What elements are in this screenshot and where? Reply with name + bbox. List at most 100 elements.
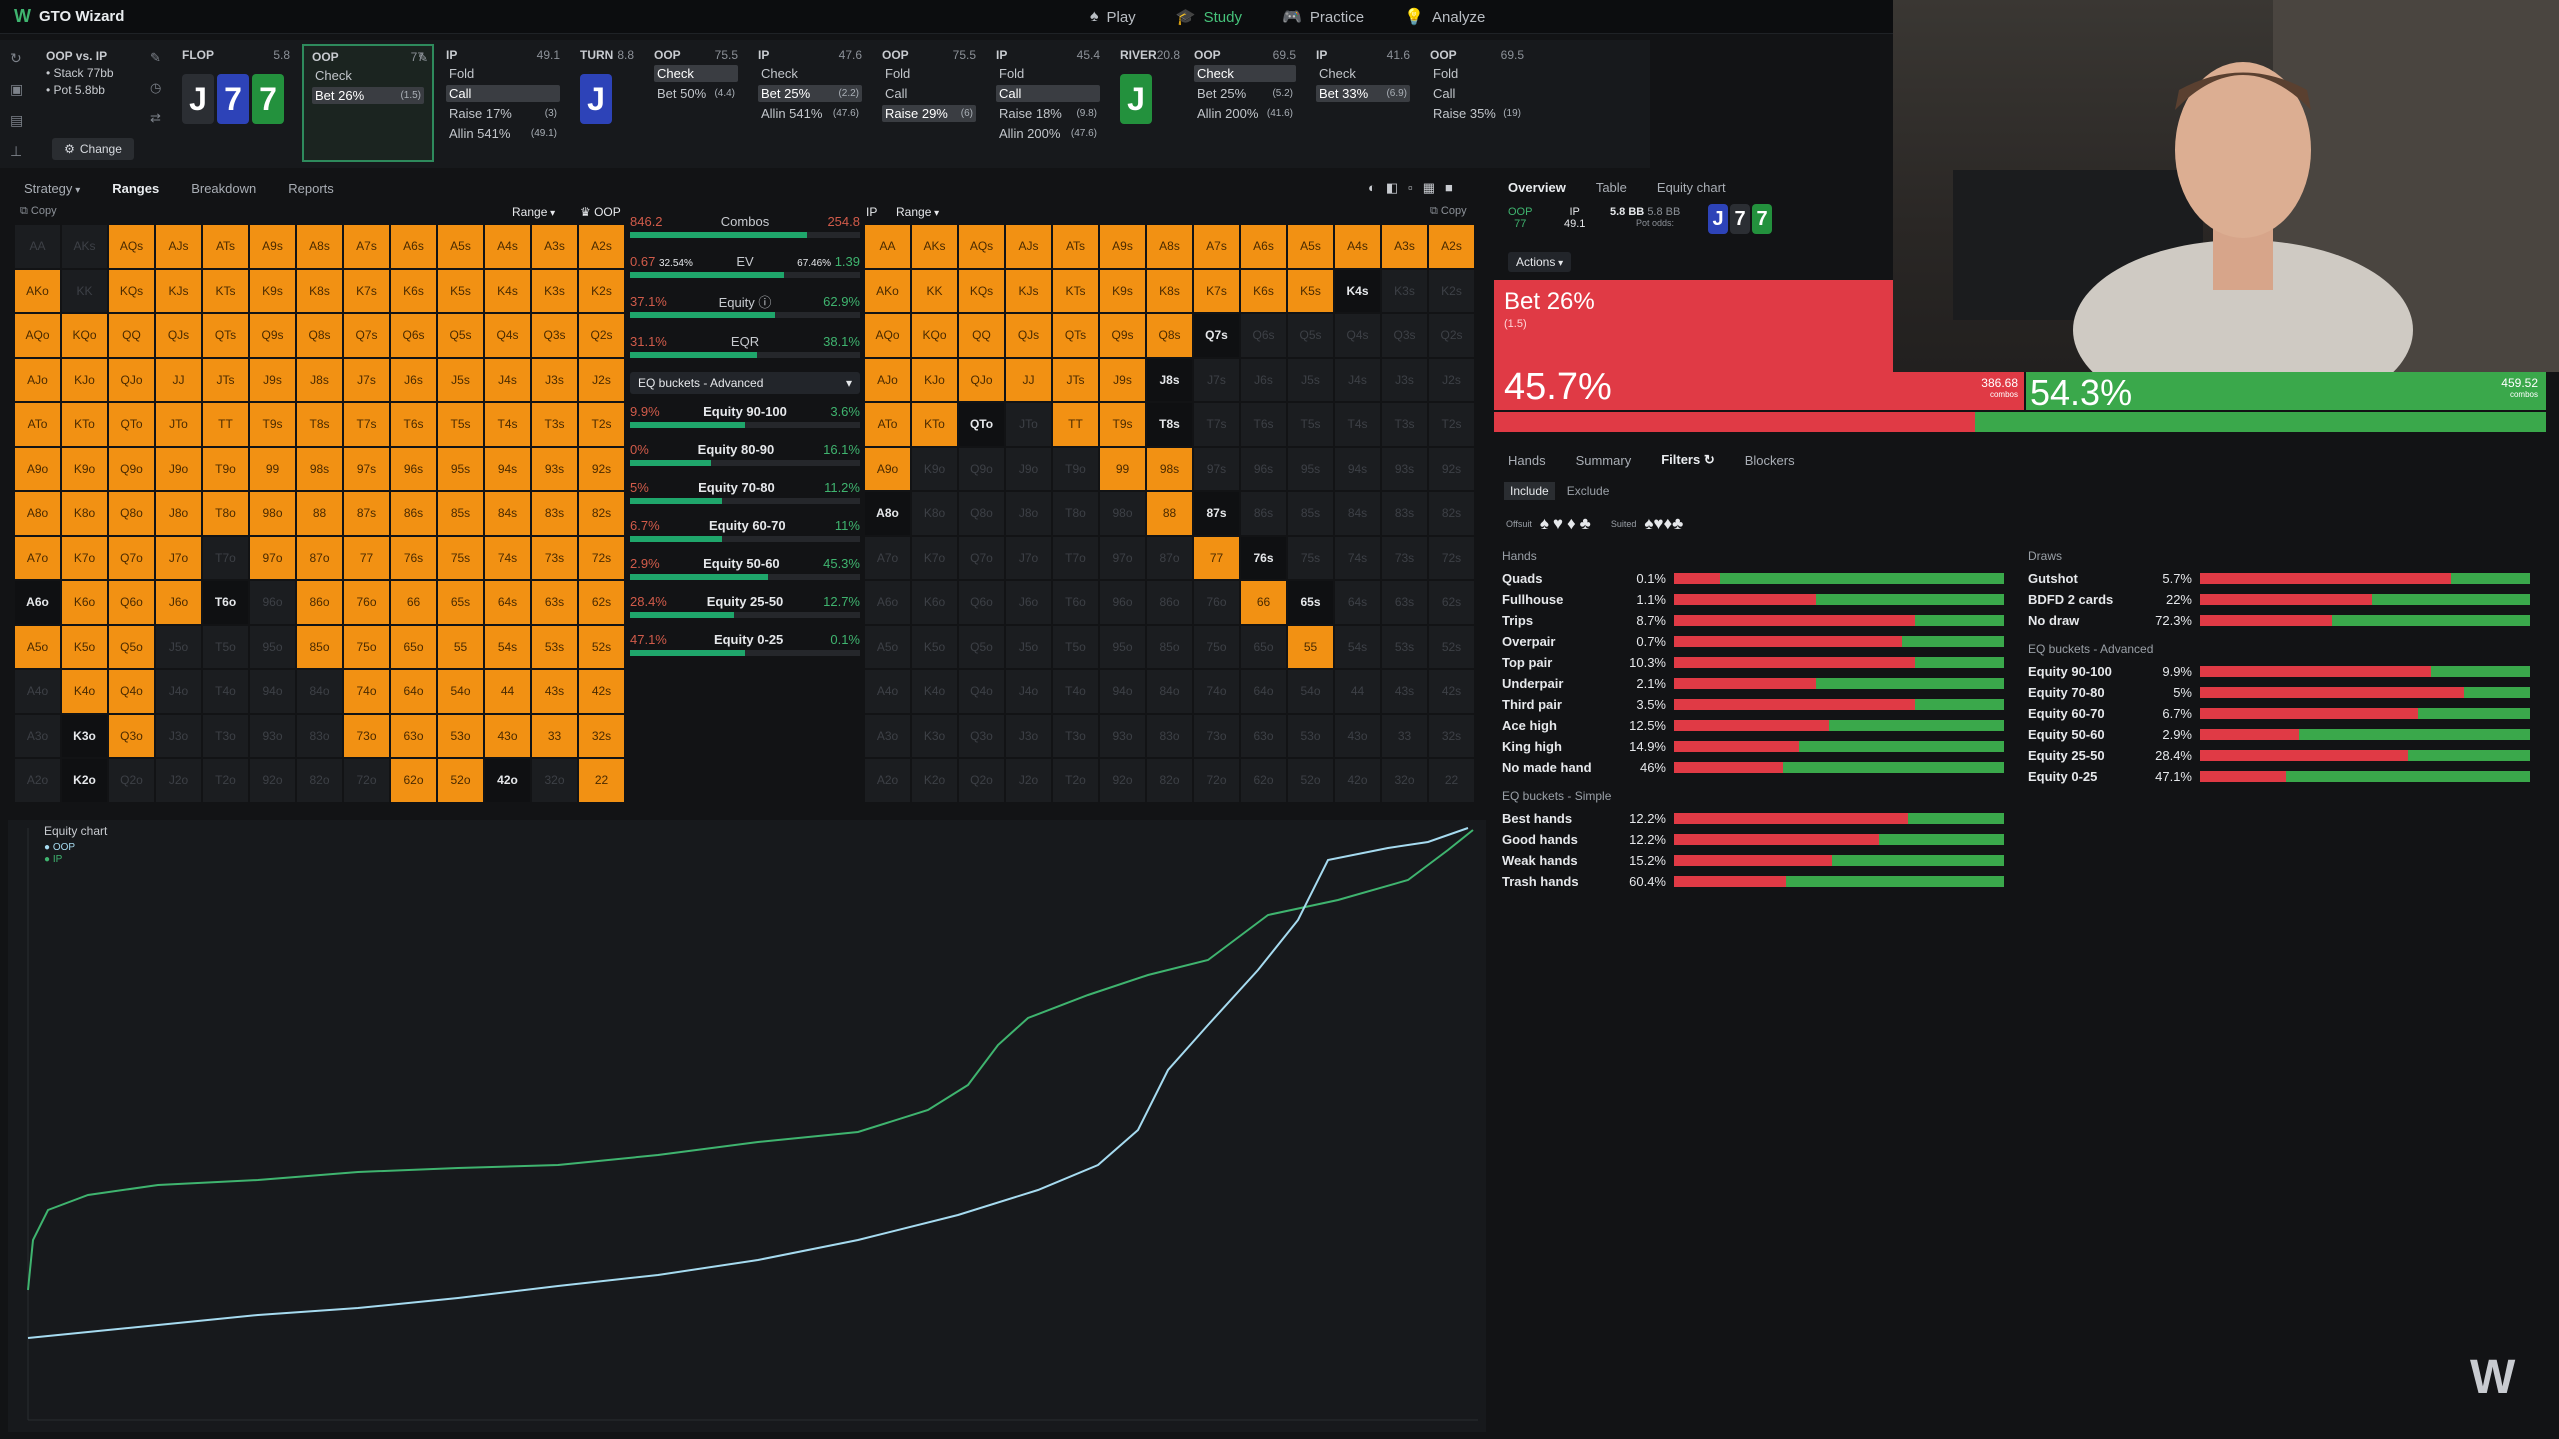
hand-cell[interactable]: 83s bbox=[1381, 491, 1428, 536]
hand-cell[interactable]: K2s bbox=[578, 268, 625, 313]
suited-suits-icons[interactable]: ♠♥♦♣ bbox=[1644, 514, 1684, 533]
hand-cell[interactable]: A4s bbox=[1334, 224, 1381, 269]
tab-overview[interactable]: Overview bbox=[1508, 180, 1566, 195]
hand-cell[interactable]: Q8o bbox=[108, 491, 155, 536]
hand-cell[interactable]: T3s bbox=[531, 402, 578, 447]
hand-cell[interactable]: K4o bbox=[911, 669, 958, 714]
hand-cell[interactable]: AJs bbox=[1005, 224, 1052, 269]
hand-cell[interactable]: 43s bbox=[1381, 669, 1428, 714]
hand-cell[interactable]: KQs bbox=[958, 268, 1005, 313]
hand-cell[interactable]: A7o bbox=[864, 535, 911, 580]
hand-cell[interactable]: 54o bbox=[1287, 669, 1334, 714]
hand-cell[interactable]: 94s bbox=[1334, 446, 1381, 491]
hand-cell[interactable]: 72o bbox=[343, 758, 390, 803]
hand-cell[interactable]: 43o bbox=[1334, 713, 1381, 758]
hand-cell[interactable]: T6o bbox=[202, 580, 249, 625]
hand-cell[interactable]: 62o bbox=[1240, 758, 1287, 803]
pencil-icon[interactable]: ✎ bbox=[150, 50, 161, 65]
hand-cell[interactable]: T9s bbox=[249, 402, 296, 447]
hand-cell[interactable]: T3o bbox=[1052, 713, 1099, 758]
filter-row[interactable]: Overpair 0.7% bbox=[1502, 631, 2012, 652]
hand-cell[interactable]: A3o bbox=[864, 713, 911, 758]
hand-cell[interactable]: 85o bbox=[1146, 624, 1193, 669]
hand-cell[interactable]: TT bbox=[1052, 402, 1099, 447]
hand-cell[interactable]: 65s bbox=[1287, 580, 1334, 625]
hand-cell[interactable]: 86o bbox=[1146, 580, 1193, 625]
hand-cell[interactable]: 42s bbox=[1428, 669, 1475, 714]
action-option[interactable]: Call bbox=[996, 85, 1100, 102]
hand-cell[interactable]: 52s bbox=[1428, 624, 1475, 669]
hand-cell[interactable]: Q9o bbox=[958, 446, 1005, 491]
hand-cell[interactable]: KTo bbox=[911, 402, 958, 447]
hand-cell[interactable]: A2o bbox=[864, 758, 911, 803]
hand-cell[interactable]: 74o bbox=[343, 669, 390, 714]
hand-cell[interactable]: 98o bbox=[249, 491, 296, 536]
hand-cell[interactable]: Q3s bbox=[1381, 313, 1428, 358]
hand-cell[interactable]: 22 bbox=[1428, 758, 1475, 803]
hand-cell[interactable]: A7s bbox=[1193, 224, 1240, 269]
hand-cell[interactable]: A3o bbox=[14, 713, 61, 758]
tab-filters[interactable]: Filters ↻ bbox=[1661, 452, 1715, 467]
hand-cell[interactable]: 42o bbox=[484, 758, 531, 803]
hand-cell[interactable]: A9s bbox=[1099, 224, 1146, 269]
hand-cell[interactable]: 95o bbox=[249, 624, 296, 669]
hand-cell[interactable]: Q2s bbox=[578, 313, 625, 358]
action-option[interactable]: Call bbox=[885, 86, 908, 101]
range-select-left[interactable]: Range bbox=[512, 205, 555, 219]
hand-cell[interactable]: Q9s bbox=[1099, 313, 1146, 358]
hand-cell[interactable]: 87s bbox=[343, 491, 390, 536]
hand-cell[interactable]: 94s bbox=[484, 446, 531, 491]
hand-cell[interactable]: QJs bbox=[1005, 313, 1052, 358]
hand-cell[interactable]: J3o bbox=[1005, 713, 1052, 758]
hand-cell[interactable]: K8o bbox=[61, 491, 108, 536]
hand-cell[interactable]: J4s bbox=[484, 357, 531, 402]
hand-cell[interactable]: A8o bbox=[864, 491, 911, 536]
hand-cell[interactable]: A6s bbox=[1240, 224, 1287, 269]
hand-cell[interactable]: 44 bbox=[484, 669, 531, 714]
filter-row[interactable]: Ace high 12.5% bbox=[1502, 715, 2012, 736]
hand-cell[interactable]: T5o bbox=[202, 624, 249, 669]
hand-cell[interactable]: K3s bbox=[1381, 268, 1428, 313]
action-column-10[interactable]: IP 41.6 Check Bet 33% (6.9) bbox=[1308, 44, 1418, 162]
hand-cell[interactable]: 85s bbox=[1287, 491, 1334, 536]
tab-blockers[interactable]: Blockers bbox=[1744, 452, 1795, 468]
hand-cell[interactable]: 82o bbox=[296, 758, 343, 803]
hand-cell[interactable]: K8s bbox=[1146, 268, 1193, 313]
hand-cell[interactable]: Q4s bbox=[484, 313, 531, 358]
hand-cell[interactable]: 87s bbox=[1193, 491, 1240, 536]
hand-cell[interactable]: 96o bbox=[249, 580, 296, 625]
hand-cell[interactable]: A6s bbox=[390, 224, 437, 269]
hand-cell[interactable]: Q8s bbox=[296, 313, 343, 358]
hand-cell[interactable]: 53s bbox=[1381, 624, 1428, 669]
hand-cell[interactable]: QJo bbox=[958, 357, 1005, 402]
hand-cell[interactable]: QQ bbox=[108, 313, 155, 358]
hand-cell[interactable]: J6o bbox=[1005, 580, 1052, 625]
tab-reports[interactable]: Reports bbox=[288, 180, 334, 196]
hand-cell[interactable]: T7s bbox=[1193, 402, 1240, 447]
action-option[interactable]: Fold bbox=[1433, 66, 1459, 81]
tab-strategy[interactable]: Strategy bbox=[24, 181, 80, 196]
hand-cell[interactable]: 43o bbox=[484, 713, 531, 758]
hand-cell[interactable]: T2s bbox=[1428, 402, 1475, 447]
filter-row[interactable]: Top pair 10.3% bbox=[1502, 652, 2012, 673]
filter-row[interactable]: Underpair 2.1% bbox=[1502, 673, 2012, 694]
hand-cell[interactable]: KJo bbox=[61, 357, 108, 402]
tab-equity-chart[interactable]: Equity chart bbox=[1656, 180, 1726, 195]
hand-cell[interactable]: ATs bbox=[202, 224, 249, 269]
action-option[interactable]: Raise 35% (19) bbox=[1433, 106, 1521, 121]
hand-cell[interactable]: J9s bbox=[249, 357, 296, 402]
align-icon[interactable]: ⊥ bbox=[10, 143, 23, 159]
hand-cell[interactable]: K5s bbox=[437, 268, 484, 313]
action-option[interactable]: Allin 200% (41.6) bbox=[1197, 106, 1293, 121]
hand-cell[interactable]: J7o bbox=[1005, 535, 1052, 580]
hand-cell[interactable]: KTs bbox=[1052, 268, 1099, 313]
filter-row[interactable]: Equity 50-60 2.9% bbox=[2028, 724, 2548, 745]
hand-cell[interactable]: T7o bbox=[1052, 535, 1099, 580]
hand-cell[interactable]: Q8s bbox=[1146, 313, 1193, 358]
hand-cell[interactable]: 22 bbox=[578, 758, 625, 803]
hand-cell[interactable]: Q7s bbox=[1193, 313, 1240, 358]
hand-cell[interactable]: AKs bbox=[911, 224, 958, 269]
layers-icon[interactable]: ▤ bbox=[10, 112, 24, 128]
filter-row[interactable]: Gutshot 5.7% bbox=[2028, 568, 2548, 589]
hand-cell[interactable]: 53o bbox=[1287, 713, 1334, 758]
